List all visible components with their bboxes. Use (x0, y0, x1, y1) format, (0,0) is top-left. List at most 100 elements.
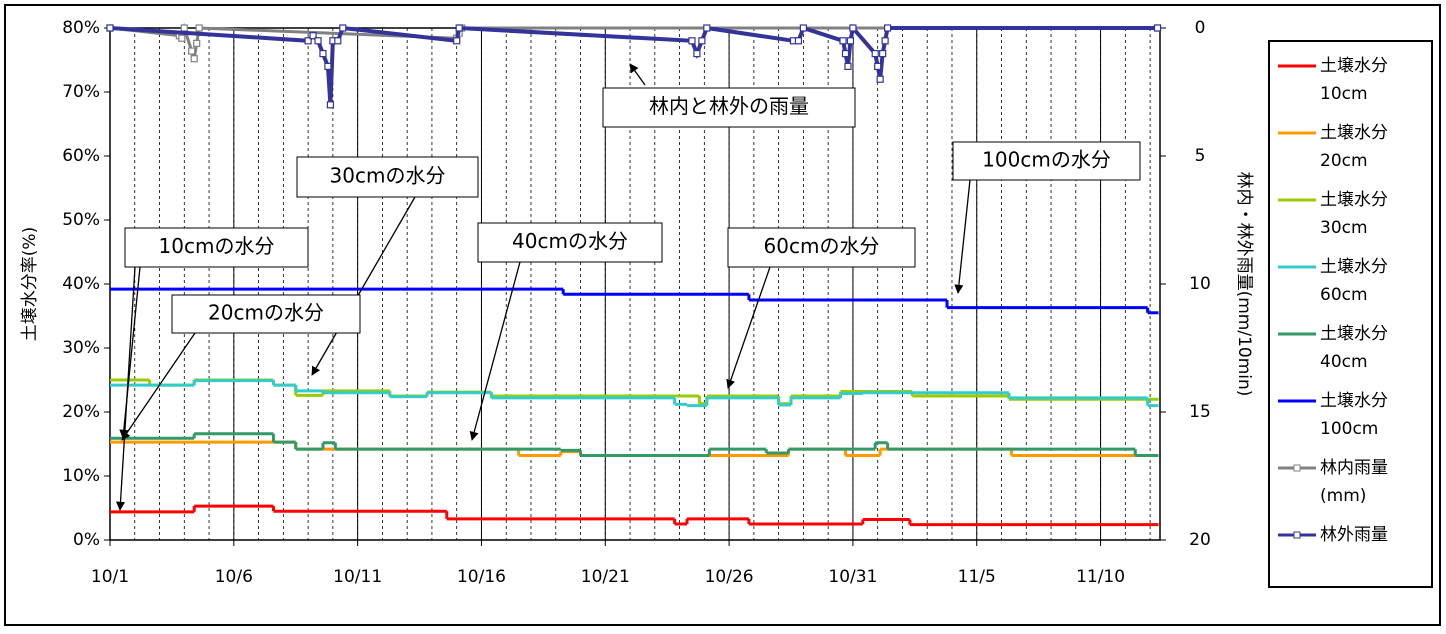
rain-marker (871, 49, 879, 58)
annotation-box (171, 294, 361, 334)
y-tick-label: 50% (62, 210, 100, 230)
annotation: 10cmの水分 (159, 234, 275, 258)
legend-item: 土壌水分 60cm (1270, 253, 1431, 320)
legend-item: 林内雨量 (mm) (1270, 454, 1431, 521)
legend-marker (1293, 464, 1301, 472)
rain-marker (703, 24, 711, 32)
legend-label: 土壌水分 10cm (1320, 56, 1388, 104)
legend-item: 土壌水分 40cm (1270, 320, 1431, 387)
y2-tick-label: 10 (1189, 274, 1211, 294)
legend-swatch (1278, 265, 1316, 269)
rain-marker (688, 37, 696, 45)
y-tick-label: 40% (62, 274, 100, 294)
legend-label: 林外雨量 (1320, 525, 1388, 545)
annotation-arrow (119, 266, 141, 439)
annotation-arrow (469, 261, 521, 441)
x-tick-label: 11/10 (1076, 567, 1125, 587)
annotation-box (727, 227, 916, 268)
rain-marker (841, 49, 850, 58)
y-tick-label: 80% (62, 18, 100, 38)
legend-swatch (1278, 198, 1316, 202)
y-tick-label: 30% (62, 338, 100, 358)
annotation: 30cmの水分 (330, 164, 446, 188)
rain-marker (698, 37, 706, 45)
legend-swatch (1278, 531, 1316, 539)
y2-tick-label: 5 (1195, 146, 1206, 166)
y-tick-label: 70% (62, 82, 100, 102)
y2-axis-label: 林内・林外雨量(mm/10min) (1234, 172, 1254, 397)
annotation-arrow (629, 63, 646, 86)
legend-label: 土壌水分 40cm (1320, 324, 1388, 372)
rain-marker (881, 37, 889, 45)
y2-tick-label: 20 (1189, 530, 1211, 550)
annotation-arrow (954, 179, 971, 294)
y-tick-label: 20% (62, 402, 100, 422)
legend-label: 土壌水分 100cm (1320, 391, 1388, 439)
legend-item: 土壌水分 30cm (1270, 186, 1431, 253)
x-tick-label: 10/31 (828, 567, 877, 587)
legend-marker (1293, 531, 1301, 539)
rain-marker (190, 55, 198, 63)
rain-marker (455, 24, 463, 32)
x-tick-label: 11/5 (958, 567, 996, 587)
rain-marker (319, 49, 327, 58)
annotation: 20cmの水分 (208, 301, 324, 325)
legend-item: 土壌水分 10cm (1270, 52, 1431, 119)
rain-marker (799, 24, 807, 32)
annotation-box (296, 156, 479, 198)
rain-marker (309, 32, 317, 40)
annotation: 40cmの水分 (512, 229, 628, 253)
frame (4, 4, 1441, 626)
rain-marker (188, 47, 196, 55)
rain-marker (193, 39, 201, 47)
rain-marker (334, 37, 342, 45)
legend-item: 林外雨量 (1270, 521, 1431, 588)
legend-swatch (1278, 399, 1316, 403)
x-tick-label: 10/26 (705, 567, 754, 587)
rain-marker (844, 62, 852, 71)
rain-marker (304, 37, 312, 45)
rain-marker (849, 24, 857, 32)
rain-marker (314, 37, 322, 45)
legend-label: 林内雨量 (mm) (1320, 458, 1388, 506)
legend-swatch (1278, 131, 1316, 135)
rain-marker (339, 24, 347, 32)
rain-marker (106, 24, 114, 32)
x-tick-label: 10/1 (91, 567, 129, 587)
rain-marker (879, 49, 887, 58)
rain-marker (453, 37, 461, 45)
rain-marker (326, 101, 335, 109)
y-tick-label: 10% (62, 466, 100, 486)
rain-marker (693, 49, 701, 58)
legend-swatch (1278, 64, 1316, 68)
rain-marker (839, 37, 847, 45)
y-tick-label: 60% (62, 146, 100, 166)
annotation-box (952, 141, 1141, 181)
y-axis-label: 土壌水分率(%) (20, 227, 40, 341)
annotation-arrow (311, 196, 416, 376)
x-tick-label: 10/16 (457, 567, 506, 587)
annotation-box (124, 227, 309, 268)
rain-marker (883, 24, 892, 32)
legend-label: 土壌水分 60cm (1320, 257, 1388, 305)
y2-tick-label: 0 (1195, 18, 1206, 38)
annotation: 60cmの水分 (764, 234, 880, 258)
rain-marker (794, 37, 803, 45)
x-tick-label: 10/21 (581, 567, 630, 587)
y-tick-label: 0% (73, 530, 100, 550)
legend-item: 土壌水分 20cm (1270, 119, 1431, 186)
rain-marker (874, 62, 882, 71)
legend-label: 土壌水分 20cm (1320, 123, 1388, 171)
annotation-arrow (726, 266, 771, 389)
rain-marker (1153, 24, 1162, 32)
legend: 土壌水分 10cm 土壌水分 20cm 土壌水分 30cm 土壌水分 60cm 土壌水分… (1268, 40, 1433, 588)
annotation: 林内と林外の雨量 (649, 94, 809, 118)
legend-label: 土壌水分 30cm (1320, 190, 1388, 238)
rain-marker (195, 24, 203, 32)
legend-item: 土壌水分 100cm (1270, 387, 1431, 454)
annotation-box (602, 87, 856, 128)
legend-swatch (1278, 464, 1316, 472)
rain-marker (324, 62, 332, 71)
